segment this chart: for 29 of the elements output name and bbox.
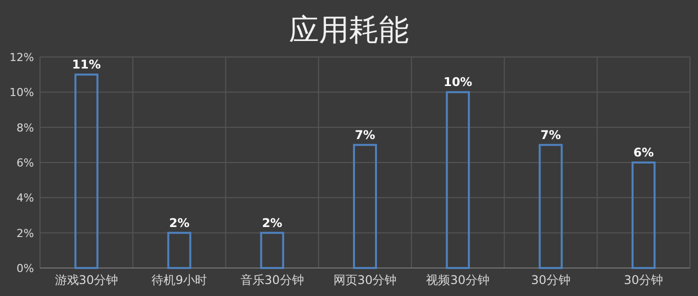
data-label: 11% bbox=[72, 58, 101, 72]
x-tick-label: 网页30分钟 bbox=[333, 273, 397, 287]
data-label: 10% bbox=[443, 75, 472, 90]
data-label: 6% bbox=[633, 146, 654, 160]
bar bbox=[74, 74, 98, 269]
y-tick-label: 2% bbox=[16, 226, 34, 240]
x-tick-label: 游戏30分钟 bbox=[54, 273, 118, 287]
bar bbox=[167, 232, 192, 269]
data-label: 7% bbox=[540, 128, 561, 142]
x-tick-label: 视频30分钟 bbox=[426, 273, 490, 287]
y-tick-label: 0% bbox=[16, 262, 34, 275]
x-tick-label: 30分钟 bbox=[531, 273, 570, 287]
y-tick-label: 12% bbox=[10, 51, 34, 64]
y-tick-label: 8% bbox=[16, 121, 34, 134]
bar bbox=[353, 144, 377, 269]
bar bbox=[538, 144, 563, 269]
data-label: 2% bbox=[262, 216, 282, 230]
bar bbox=[632, 162, 656, 269]
data-label: 7% bbox=[354, 128, 376, 142]
y-tick-label: 10% bbox=[10, 86, 34, 100]
bar bbox=[446, 91, 470, 269]
x-tick-label: 30分钟 bbox=[624, 273, 664, 287]
x-tick-label: 待机9小时 bbox=[151, 273, 208, 287]
x-tick-label: 音乐30分钟 bbox=[240, 273, 304, 287]
y-tick-label: 6% bbox=[16, 156, 34, 170]
y-tick-label: 4% bbox=[16, 192, 34, 205]
bar bbox=[260, 232, 284, 269]
data-label: 2% bbox=[169, 216, 190, 230]
chart-title: 应用耗能 bbox=[289, 13, 409, 48]
